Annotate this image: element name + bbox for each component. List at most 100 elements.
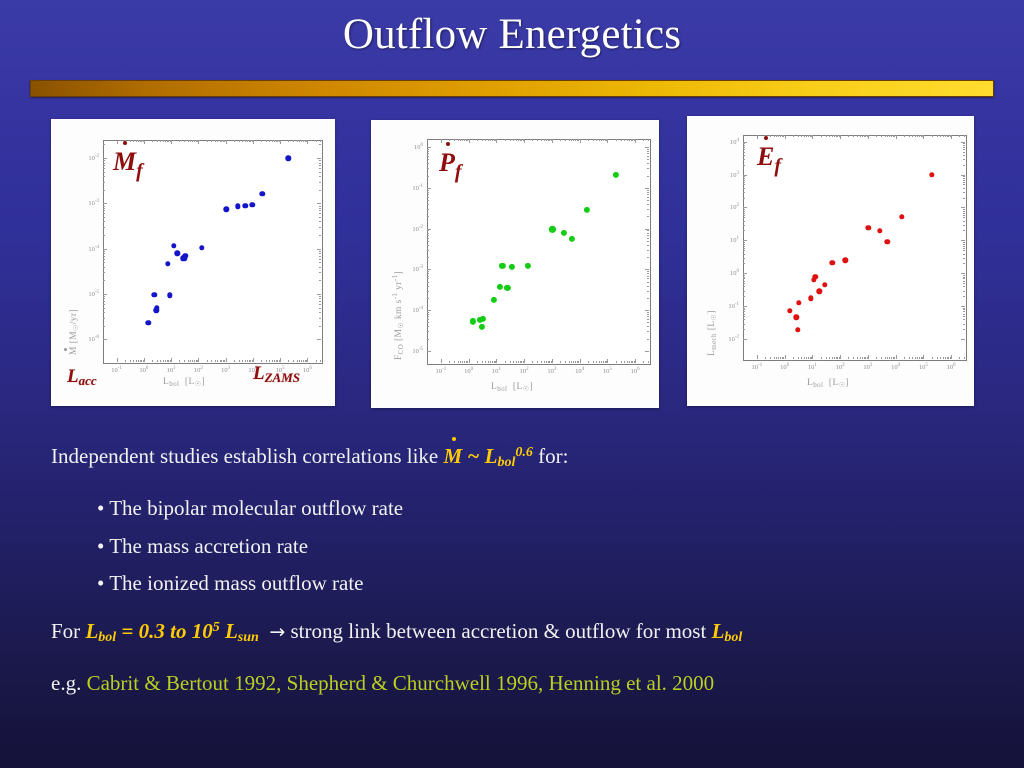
axis-tick-minor <box>792 135 794 137</box>
axis-tick-minor <box>599 361 601 363</box>
axis-tick-minor <box>963 210 965 212</box>
axis-tick-minor <box>917 357 919 359</box>
axis-tick-minor <box>948 135 950 137</box>
axis-tick-major <box>756 135 758 139</box>
y-tick-label: 100 <box>414 143 423 152</box>
axis-tick-minor <box>278 140 280 142</box>
axis-tick-minor <box>743 146 745 148</box>
axis-tick-minor <box>647 153 649 155</box>
axis-tick-minor <box>647 234 649 236</box>
axis-tick-major <box>645 228 649 230</box>
axis-tick-minor <box>278 360 280 362</box>
axis-tick-minor <box>197 140 199 142</box>
axis-tick-minor <box>630 361 632 363</box>
axis-tick-minor <box>565 361 567 363</box>
axis-tick-major <box>784 355 786 359</box>
axis-tick-minor <box>485 361 487 363</box>
axis-tick-major <box>317 203 321 205</box>
axis-tick-major <box>427 350 431 352</box>
axis-tick-minor <box>647 322 649 324</box>
axis-tick-minor <box>743 253 745 255</box>
axis-tick-minor <box>219 360 221 362</box>
axis-tick-minor <box>806 135 808 137</box>
axis-tick-major <box>895 135 897 139</box>
x-axis-title: Lbol [L☉] <box>807 378 849 389</box>
axis-tick-minor <box>103 221 105 223</box>
axis-tick-minor <box>601 139 603 141</box>
axis-tick-minor <box>891 135 893 137</box>
axis-tick-minor <box>963 253 965 255</box>
axis-tick-minor <box>743 274 745 276</box>
axis-tick-minor <box>963 158 965 160</box>
axis-tick-major <box>252 358 254 362</box>
axis-tick-minor <box>248 140 250 142</box>
axis-tick-minor <box>889 135 891 137</box>
axis-tick-minor <box>103 162 105 164</box>
axis-tick-minor <box>963 148 965 150</box>
y-tick-label: 10-5 <box>88 289 99 299</box>
axis-tick-minor <box>517 139 519 141</box>
axis-tick-minor <box>319 312 321 314</box>
axis-tick-minor <box>219 140 221 142</box>
axis-tick-minor <box>848 135 850 137</box>
axis-tick-minor <box>565 139 567 141</box>
axis-tick-minor <box>647 290 649 292</box>
axis-tick-minor <box>647 232 649 234</box>
gold-divider-bar <box>30 80 994 97</box>
y-tick-label: 104 <box>730 137 739 146</box>
axis-tick-minor <box>963 154 965 156</box>
y-tick-label: 10-2 <box>412 224 423 233</box>
axis-tick-minor <box>261 140 263 142</box>
axis-tick-minor <box>427 257 429 259</box>
axis-tick-minor <box>166 140 168 142</box>
axis-tick-minor <box>963 179 965 181</box>
x-tick-label: 105 <box>275 366 285 375</box>
axis-tick-minor <box>780 135 782 137</box>
axis-tick-minor <box>103 181 105 183</box>
axis-tick-minor <box>427 240 429 242</box>
axis-tick-major <box>551 359 553 363</box>
axis-tick-major <box>961 141 965 143</box>
x-tick-label: 10-1 <box>111 366 122 375</box>
axis-tick-minor <box>190 140 192 142</box>
data-point <box>259 191 266 197</box>
axis-tick-minor <box>427 232 429 234</box>
axis-tick-minor <box>545 361 547 363</box>
axis-tick-minor <box>509 361 511 363</box>
axis-tick-minor <box>743 243 745 245</box>
axis-tick-minor <box>293 140 295 142</box>
axis-tick-major <box>579 139 581 143</box>
axis-tick-minor <box>261 360 263 362</box>
chart-card-pdot: 10-1 100 101 102 103 104 105 106 100 10-1 10-2 10-3… <box>371 120 659 408</box>
axis-tick-minor <box>606 139 608 141</box>
axis-tick-minor <box>963 146 965 148</box>
axis-tick-minor <box>221 140 223 142</box>
axis-tick-minor <box>647 209 649 211</box>
axis-tick-major <box>427 269 431 271</box>
axis-tick-major <box>635 359 637 363</box>
axis-tick-minor <box>963 143 965 145</box>
axis-tick-minor <box>103 144 105 146</box>
axis-tick-minor <box>963 164 965 166</box>
axis-tick-minor <box>861 357 863 359</box>
axis-tick-minor <box>277 140 279 142</box>
axis-tick-minor <box>549 361 551 363</box>
axis-tick-minor <box>647 273 649 275</box>
axis-tick-minor <box>571 139 573 141</box>
data-points-mdot <box>51 119 335 406</box>
axis-tick-major <box>317 339 321 341</box>
axis-tick-major <box>198 140 200 144</box>
axis-tick-minor <box>513 139 515 141</box>
axis-tick-minor <box>521 139 523 141</box>
axis-tick-major <box>743 240 747 242</box>
axis-tick-minor <box>135 140 137 142</box>
axis-tick-major <box>812 355 814 359</box>
axis-tick-minor <box>831 357 833 359</box>
axis-tick-minor <box>190 360 192 362</box>
data-point <box>842 257 848 263</box>
axis-tick-minor <box>648 361 650 363</box>
axis-tick-minor <box>835 357 837 359</box>
axis-tick-minor <box>931 135 933 137</box>
axis-tick-major <box>317 248 321 250</box>
axis-tick-minor <box>601 361 603 363</box>
